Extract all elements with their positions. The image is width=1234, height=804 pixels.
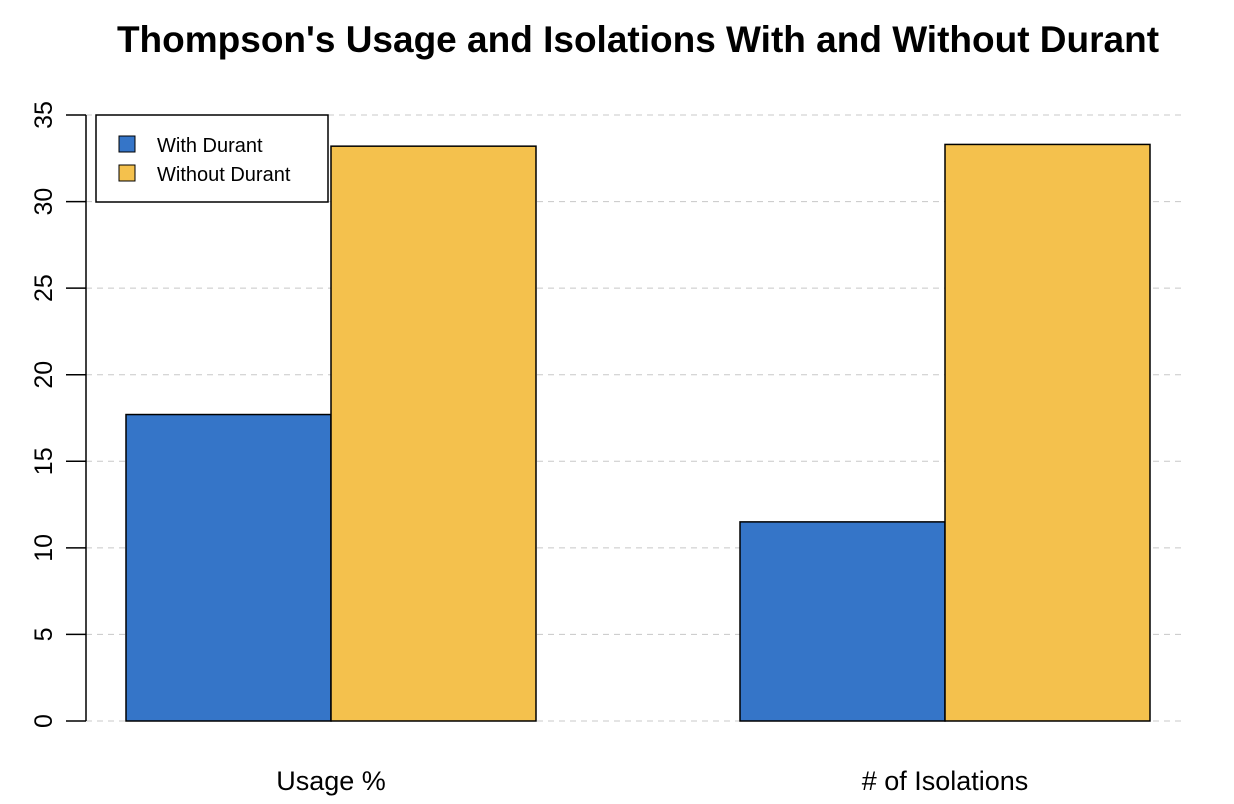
category-labels: Usage % # of Isolations: [276, 766, 1028, 796]
y-axis: 0 5 10 15 20 25 30 35: [30, 101, 87, 728]
bar-with-durant-1: [739, 521, 946, 722]
legend-swatch: [118, 135, 136, 153]
y-tick-label: 0: [30, 714, 58, 728]
chart-title: Thompson's Usage and Isolations With and…: [117, 19, 1159, 60]
bar-with-durant-0: [125, 413, 332, 722]
y-tick-label: 35: [30, 101, 58, 129]
y-tick-label: 25: [30, 274, 58, 302]
x-category-label: Usage %: [276, 766, 386, 796]
legend-label: Without Durant: [157, 164, 291, 186]
y-tick-label: 15: [30, 447, 58, 475]
bar-layer: [125, 143, 1151, 722]
legend-label: With Durant: [157, 135, 263, 157]
y-tick-label: 30: [30, 188, 58, 216]
bar-without-durant-1: [944, 143, 1151, 722]
legend: With Durant Without Durant: [95, 114, 329, 203]
legend-box: [95, 114, 329, 203]
y-tick-label: 20: [30, 361, 58, 389]
y-tick-label: 10: [30, 534, 58, 562]
x-category-label: # of Isolations: [862, 766, 1029, 796]
bar-without-durant-0: [330, 145, 537, 722]
y-tick-label: 5: [30, 627, 58, 641]
legend-swatch: [118, 164, 136, 182]
